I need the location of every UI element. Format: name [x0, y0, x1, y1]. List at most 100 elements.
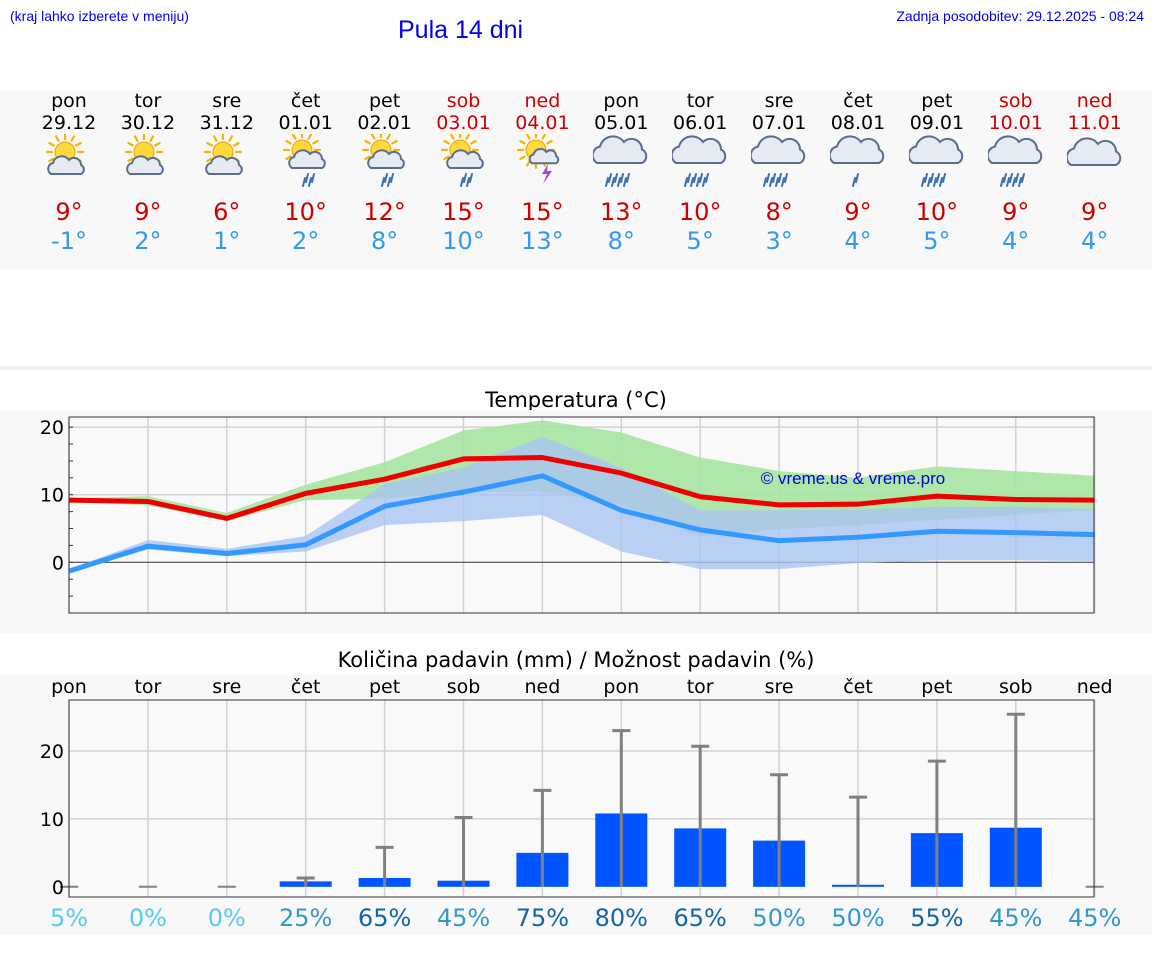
last-updated-value: 29.12.2025 - 08:24 [1026, 8, 1144, 24]
cloud-glyph [830, 135, 885, 164]
precip-probability: 5% [49, 904, 89, 932]
day-min-temp: 5° [686, 227, 714, 255]
day-name: ned [524, 90, 561, 112]
precip-day-label: pet [921, 676, 953, 698]
rain-glyph [763, 173, 789, 187]
rain-glyph [999, 173, 1025, 187]
precip-probability: 75% [515, 904, 570, 932]
rain-glyph [605, 173, 631, 187]
cloud-glyph [366, 149, 405, 169]
day-min-temp: -1° [51, 227, 87, 255]
precip-probability: 25% [279, 904, 333, 932]
day-name: čet [843, 90, 873, 112]
cloud-heavy-rain-icon [908, 135, 964, 187]
cloud-glyph [672, 135, 727, 164]
precip-probability: 65% [673, 904, 727, 932]
temperature-chart-title: Temperatura (°C) [485, 388, 667, 412]
precip-day-label: tor [686, 676, 714, 698]
precipitation-chart: 20 10 0 [40, 699, 1104, 899]
y-tick-label: 10 [40, 809, 64, 831]
day-name: ned [1076, 90, 1113, 112]
max-temp-line [68, 455, 1095, 521]
cloud-glyph [908, 135, 964, 164]
day-max-temp: 9° [844, 198, 872, 226]
cloud-heavy-rain-icon [987, 135, 1043, 187]
day-name: pon [603, 90, 640, 112]
day-max-temp: 10° [915, 198, 959, 226]
y-tick-label: 0 [52, 552, 64, 574]
day-name: čet [290, 90, 321, 112]
sun-rain-icon [440, 134, 484, 187]
precipitation-chart-title: Količina padavin (mm) / Možnost padavin … [337, 648, 815, 672]
cloud-glyph [47, 155, 85, 175]
day-min-temp: 2° [292, 227, 320, 255]
cloud-glyph [204, 155, 243, 175]
cloud-glyph [751, 135, 806, 164]
day-name: pet [921, 90, 953, 112]
day-name: sob [999, 90, 1033, 112]
lightning-glyph [542, 164, 553, 184]
day-max-temp: 8° [765, 198, 793, 226]
day-name: sob [446, 90, 481, 112]
day-max-temp: 10° [284, 198, 327, 226]
page-title: Pula 14 dni [398, 16, 524, 44]
precip-day-label: sob [999, 676, 1033, 698]
cloud-heavy-rain-icon [672, 135, 727, 187]
rain-glyph [852, 173, 859, 187]
last-updated-label: Zadnja posodobitev: [896, 8, 1023, 24]
sun-rain-icon [282, 134, 326, 187]
min-temp-line [68, 473, 1095, 574]
cloud-icon [1066, 137, 1121, 166]
rain-glyph [920, 173, 946, 187]
day-date: 03.01 [436, 112, 491, 134]
day-date: 08.01 [830, 112, 886, 134]
day-max-temp: 9° [1002, 198, 1030, 226]
watermark: © vreme.us & vreme.pro [761, 469, 945, 488]
sun-thunder-icon [517, 134, 560, 184]
y-tick-label: 20 [40, 741, 64, 763]
day-min-temp: 4° [844, 227, 872, 255]
day-max-temp: 12° [363, 198, 406, 226]
day-max-temp: 13° [600, 198, 643, 226]
day-date: 09.01 [909, 112, 965, 134]
sun-cloud-icon [124, 134, 164, 175]
day-date: 31.12 [199, 112, 254, 134]
precip-day-label: čet [290, 676, 321, 698]
day-max-temp: 15° [442, 198, 485, 226]
day-min-temp: 4° [1081, 227, 1109, 255]
day-min-temp: 8° [370, 227, 399, 255]
day-min-temp: 3° [765, 227, 793, 255]
day-min-temp: 10° [442, 227, 485, 255]
day-date: 10.01 [988, 112, 1043, 134]
cloud-glyph [1066, 137, 1121, 166]
day-date: 02.01 [357, 112, 412, 134]
plot-frame [68, 416, 1095, 614]
y-tick-label: 10 [40, 485, 64, 507]
precip-day-label: sre [764, 676, 794, 698]
cloud-glyph [593, 135, 648, 164]
last-updated: Zadnja posodobitev: 29.12.2025 - 08:24 [896, 8, 1144, 24]
cloud-heavy-rain-icon [751, 135, 806, 187]
temperature-chart: © vreme.us & vreme.pro 20 10 0 [40, 416, 1096, 614]
day-min-temp: 5° [923, 227, 951, 255]
rain-glyph [684, 173, 710, 187]
precip-probability: 45% [436, 904, 491, 932]
precip-day-label: pon [51, 676, 87, 698]
cloud-glyph [126, 155, 164, 175]
day-name: pet [368, 90, 401, 112]
day-name: pon [51, 90, 87, 112]
day-date: 07.01 [751, 112, 807, 134]
precip-probability: 65% [357, 904, 412, 932]
sun-cloud-icon [203, 134, 243, 175]
day-date: 06.01 [672, 112, 728, 134]
day-date: 01.01 [278, 112, 333, 134]
day-max-temp: 10° [678, 198, 722, 226]
location-hint: (kraj lahko izberete v meniju) [10, 8, 189, 24]
day-max-temp: 15° [521, 198, 564, 226]
day-min-temp: 2° [134, 227, 162, 255]
day-date: 04.01 [515, 112, 570, 134]
precip-day-label: ned [524, 676, 561, 698]
day-name: sre [764, 90, 794, 112]
day-name: tor [134, 90, 162, 112]
precip-probability: 0% [128, 904, 167, 932]
